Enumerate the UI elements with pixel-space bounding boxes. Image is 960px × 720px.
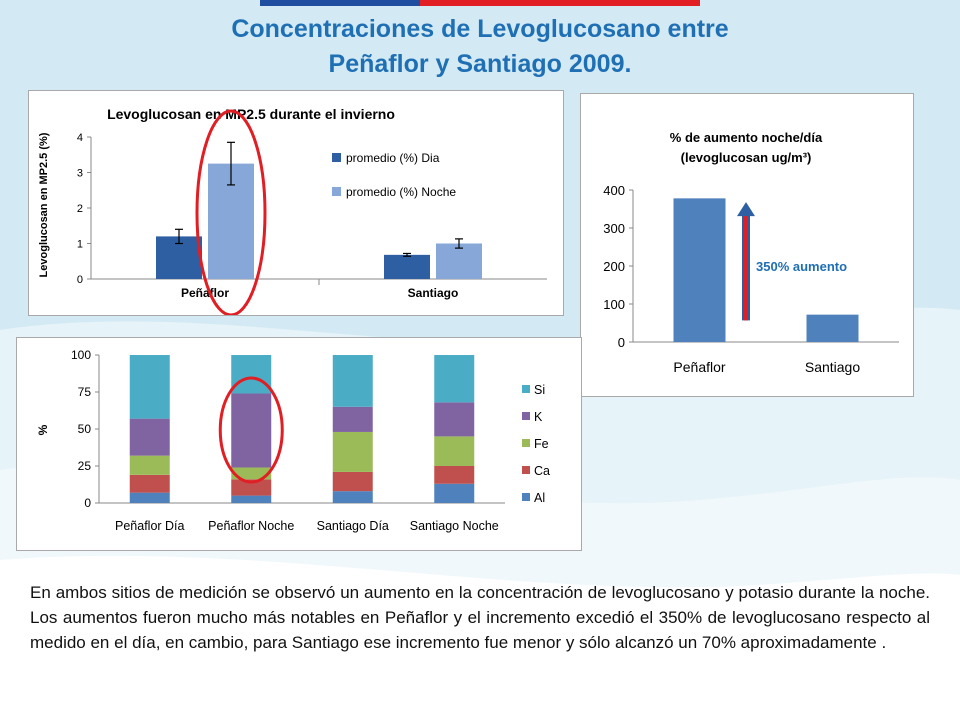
stack-segment-k bbox=[434, 402, 475, 437]
y-tick-label: 0 bbox=[84, 496, 91, 510]
stack-segment-fe bbox=[434, 436, 475, 466]
legend-label: Ca bbox=[534, 464, 550, 478]
stack-segment-k bbox=[332, 406, 373, 432]
x-category-label: Santiago bbox=[805, 359, 860, 375]
chart-title-line1: % de aumento noche/día bbox=[670, 130, 823, 145]
increase-chart: % de aumento noche/día (levoglucosan ug/… bbox=[603, 130, 899, 375]
x-category-label: Peñaflor Noche bbox=[208, 519, 294, 533]
legend-label: Si bbox=[534, 383, 545, 397]
page-title-line1: Concentraciones de Levoglucosano entre bbox=[231, 15, 729, 43]
x-category-label: Peñaflor Día bbox=[115, 519, 185, 533]
stack-segment-si bbox=[231, 355, 272, 394]
y-tick-label: 100 bbox=[603, 297, 625, 312]
description-paragraph: En ambos sitios de medición se observó u… bbox=[30, 583, 930, 652]
y-tick-label: 1 bbox=[77, 239, 83, 251]
stack-segment-si bbox=[332, 355, 373, 407]
legend-swatch bbox=[522, 439, 530, 447]
arrow-head bbox=[737, 202, 755, 217]
y-tick-label: 400 bbox=[603, 183, 625, 198]
stack-segment-k bbox=[129, 418, 170, 456]
y-tick-label: 300 bbox=[603, 221, 625, 236]
levoglucosan-chart: Levoglucosan en MP2.5 durante el inviern… bbox=[38, 106, 547, 315]
stack-segment-al bbox=[231, 495, 272, 503]
legend-swatch bbox=[332, 187, 341, 196]
y-axis-label: % bbox=[36, 424, 50, 435]
y-tick-label: 100 bbox=[71, 348, 91, 362]
x-category-label: Santiago Noche bbox=[410, 519, 499, 533]
x-category-label: Santiago Día bbox=[317, 519, 389, 533]
bar-promediodia bbox=[384, 254, 430, 279]
legend-label: promedio (%) Dia bbox=[346, 151, 440, 165]
legend-swatch bbox=[522, 412, 530, 420]
highlight-circle bbox=[195, 109, 267, 315]
y-tick-label: 200 bbox=[603, 259, 625, 274]
stack-segment-fe bbox=[231, 467, 272, 480]
legend-label: Al bbox=[534, 491, 545, 505]
legend-label: promedio (%) Noche bbox=[346, 185, 456, 199]
y-tick-label: 4 bbox=[77, 132, 83, 144]
bar-peaflor bbox=[673, 198, 726, 342]
stack-segment-si bbox=[129, 355, 170, 419]
flag-stripe-blue bbox=[260, 0, 420, 6]
bar-promedionoche bbox=[436, 243, 482, 279]
stack-segment-al bbox=[332, 491, 373, 503]
page-title-line2: Peñaflor y Santiago 2009. bbox=[328, 50, 632, 78]
y-tick-label: 50 bbox=[78, 422, 92, 436]
stack-segment-ca bbox=[129, 474, 170, 493]
stack-segment-k bbox=[231, 393, 272, 468]
y-tick-label: 0 bbox=[77, 274, 83, 286]
legend-swatch bbox=[522, 493, 530, 501]
stack-segment-ca bbox=[434, 466, 475, 484]
composition-chart: % 0 25 50 75 100 Peñaflor Día Peñaflor Noche Sa… bbox=[36, 348, 550, 533]
stack-segment-ca bbox=[332, 471, 373, 492]
legend-swatch bbox=[522, 466, 530, 474]
chart-title-line2: (levoglucosan ug/m³) bbox=[681, 150, 812, 165]
stack-segment-al bbox=[434, 483, 475, 503]
highlight-circle bbox=[218, 376, 284, 484]
x-category-label: Peñaflor bbox=[181, 286, 229, 300]
composition-chart-panel: % 0 25 50 75 100 Peñaflor Día Peñaflor Noche Sa… bbox=[16, 337, 582, 551]
y-tick-label: 25 bbox=[78, 459, 92, 473]
stack-segment-fe bbox=[129, 455, 170, 475]
x-category-label: Peñaflor bbox=[673, 359, 725, 375]
stack-segment-si bbox=[434, 355, 475, 403]
y-tick-label: 3 bbox=[77, 168, 83, 180]
stack-segment-ca bbox=[231, 479, 272, 496]
increase-chart-panel: % de aumento noche/día (levoglucosan ug/… bbox=[580, 93, 914, 397]
y-tick-label: 75 bbox=[78, 385, 92, 399]
stack-segment-al bbox=[129, 492, 170, 503]
legend-swatch bbox=[332, 153, 341, 162]
legend-label: Fe bbox=[534, 437, 549, 451]
stack-segment-fe bbox=[332, 431, 373, 472]
bar-santiago bbox=[806, 314, 859, 342]
y-tick-label: 0 bbox=[618, 335, 625, 350]
y-axis-label: Levoglucosan en MP2.5 (%) bbox=[38, 132, 50, 277]
y-tick-label: 2 bbox=[77, 203, 83, 215]
x-category-label: Santiago bbox=[408, 286, 459, 300]
increase-annotation: 350% aumento bbox=[756, 259, 847, 274]
flag-stripe-red bbox=[420, 0, 700, 6]
levoglucosan-chart-panel: Levoglucosan en MP2.5 durante el inviern… bbox=[28, 90, 564, 316]
chart-title: Levoglucosan en MP2.5 durante el inviern… bbox=[107, 106, 395, 122]
legend-swatch bbox=[522, 385, 530, 393]
legend-label: K bbox=[534, 410, 543, 424]
